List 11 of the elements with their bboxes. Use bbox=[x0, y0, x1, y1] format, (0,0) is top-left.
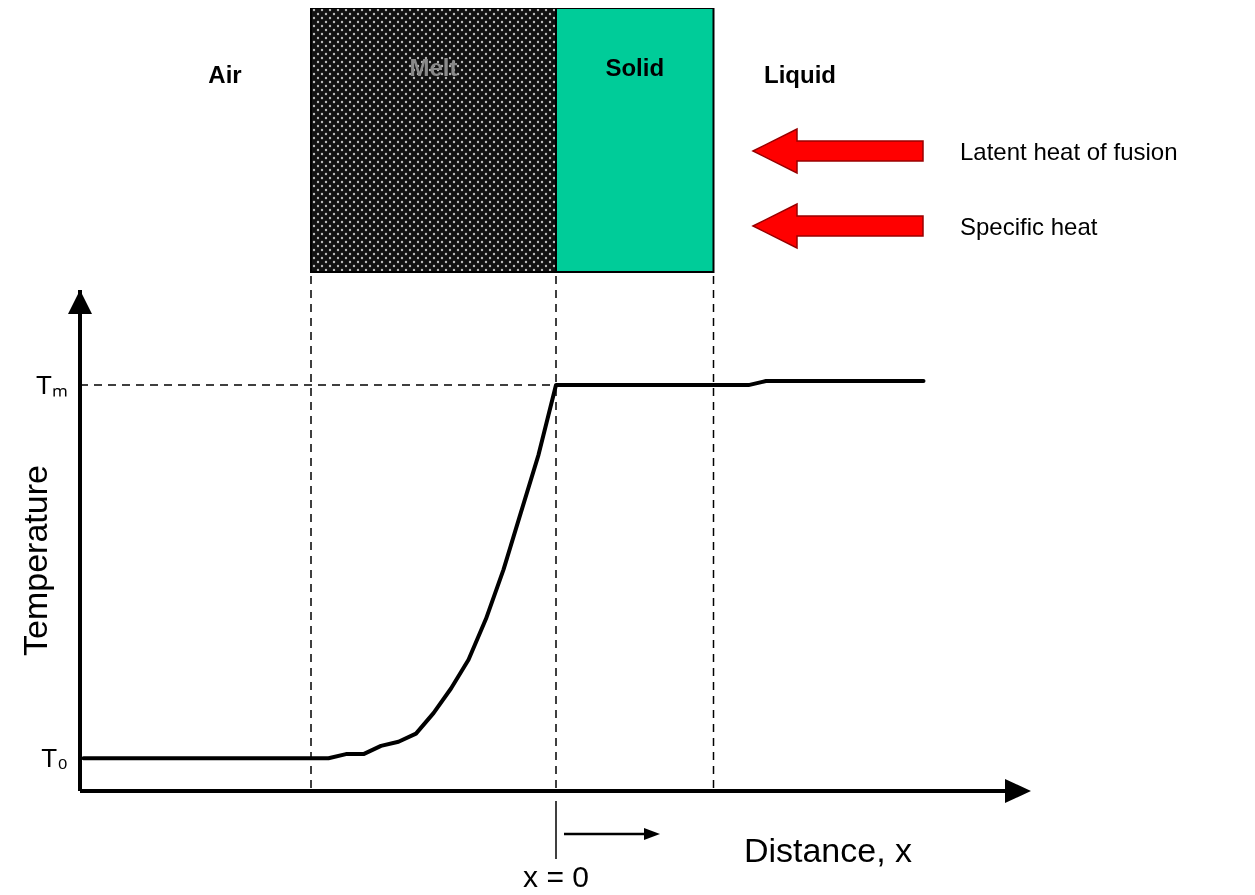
text: Latent heat of fusion bbox=[960, 138, 1178, 165]
text: Liquid bbox=[764, 61, 836, 88]
text: T₀ bbox=[41, 743, 68, 774]
y-axis-title: Temperature bbox=[16, 465, 54, 656]
x-axis-title: Distance, x bbox=[743, 831, 913, 869]
text: Tₘ bbox=[36, 370, 68, 401]
text: Air bbox=[208, 61, 242, 88]
text: Melt bbox=[409, 54, 458, 81]
text: Specific heat bbox=[960, 213, 1098, 240]
text: x = 0 bbox=[523, 860, 589, 893]
text: Solid bbox=[605, 54, 665, 81]
